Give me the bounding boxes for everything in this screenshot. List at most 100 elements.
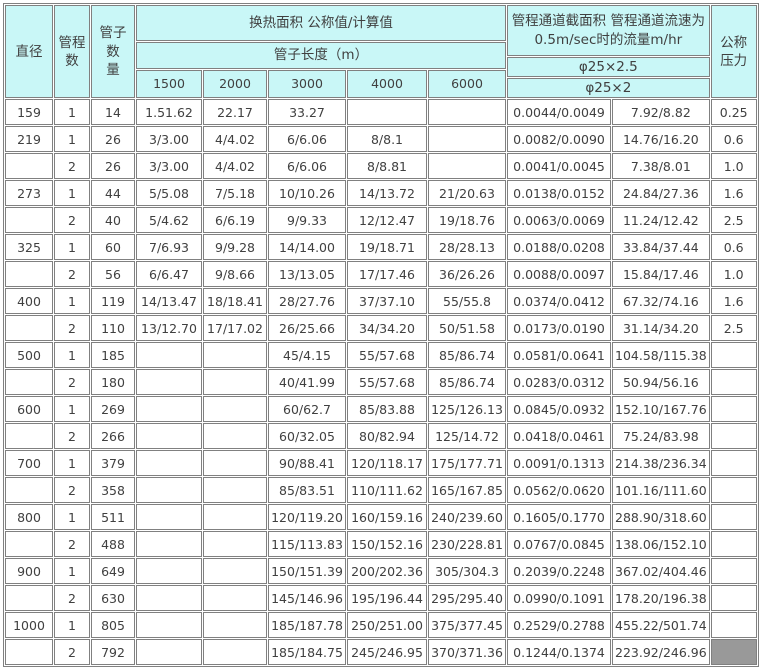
table-cell: 240/239.60 (428, 504, 506, 531)
table-cell: 0.0283/0.0312 (507, 369, 611, 396)
table-cell: 14/13.72 (347, 180, 427, 207)
table-cell (203, 558, 267, 585)
table-cell: 1.0 (710, 261, 757, 288)
table-row: 2 26 3/3.00 4/4.02 6/6.06 8/8.81 0.0041/0.0045… (5, 153, 757, 180)
table-cell: 185/184.75 (268, 639, 346, 666)
table-cell: 14/13.47 (136, 288, 202, 315)
table-cell: 0.2039/0.2248 (507, 558, 611, 585)
table-cell (136, 558, 202, 585)
table-row: 325 1 60 7/6.93 9/9.28 14/14.00 19/18.71 28/28.… (5, 234, 757, 261)
table-cell (710, 450, 757, 477)
table-cell: 0.0418/0.0461 (507, 423, 611, 450)
table-cell: 9/8.66 (203, 261, 267, 288)
table-cell (203, 423, 267, 450)
table-cell: 2 (54, 639, 90, 666)
table-cell: 0.0044/0.0049 (507, 99, 611, 126)
table-cell: 5/5.08 (136, 180, 202, 207)
table-cell: 1000 (5, 612, 53, 639)
header-phi-25x2: φ25×2 (507, 78, 710, 99)
table-cell (710, 369, 757, 396)
table-cell: 3/3.00 (136, 126, 202, 153)
table-cell: 13/13.05 (268, 261, 346, 288)
table-cell: 305/304.3 (428, 558, 506, 585)
table-cell: 9/9.28 (203, 234, 267, 261)
table-cell: 104.58/115.38 (612, 342, 710, 369)
table-cell: 14.76/16.20 (612, 126, 710, 153)
table-row: 500 1 185 45/4.15 55/57.68 85/86.74 0.0581/0.0… (5, 342, 757, 369)
table-cell: 55/55.8 (428, 288, 506, 315)
table-cell: 36/26.26 (428, 261, 506, 288)
table-cell: 125/14.72 (428, 423, 506, 450)
table-cell: 80/82.94 (347, 423, 427, 450)
table-cell (203, 342, 267, 369)
table-cell: 14 (91, 99, 135, 126)
table-row: 900 1 649 150/151.39 200/202.36 305/304.3 0.20… (5, 558, 757, 585)
table-cell: 219 (5, 126, 53, 153)
table-cell: 0.1244/0.1374 (507, 639, 611, 666)
table-cell: 119 (91, 288, 135, 315)
table-cell: 14/14.00 (268, 234, 346, 261)
header-length-3000: 3000 (268, 70, 346, 99)
table-cell: 101.16/111.60 (612, 477, 710, 504)
table-cell: 0.25 (710, 99, 757, 126)
table-cell (710, 585, 757, 612)
table-cell (5, 585, 53, 612)
table-cell: 50.94/56.16 (612, 369, 710, 396)
table-cell (203, 477, 267, 504)
table-cell: 2.5 (710, 207, 757, 234)
table-cell (428, 126, 506, 153)
table-cell: 24.84/27.36 (612, 180, 710, 207)
table-cell: 269 (91, 396, 135, 423)
table-cell: 1 (54, 99, 90, 126)
table-cell (136, 612, 202, 639)
table-cell: 3/3.00 (136, 153, 202, 180)
table-cell: 17/17.02 (203, 315, 267, 342)
table-cell: 165/167.85 (428, 477, 506, 504)
table-cell: 792 (91, 639, 135, 666)
table-cell: 0.0173/0.0190 (507, 315, 611, 342)
table-cell: 90/88.41 (268, 450, 346, 477)
header-nominal-pressure: 公称 压力 (710, 5, 757, 99)
table-cell: 200/202.36 (347, 558, 427, 585)
table-cell (203, 369, 267, 396)
table-cell: 150/152.16 (347, 531, 427, 558)
table-cell: 159 (5, 99, 53, 126)
table-cell: 40/41.99 (268, 369, 346, 396)
table-cell: 110 (91, 315, 135, 342)
table-cell: 1.51.62 (136, 99, 202, 126)
table-cell (203, 396, 267, 423)
table-cell: 367.02/404.46 (612, 558, 710, 585)
header-length-2000: 2000 (203, 70, 267, 99)
table-cell (710, 477, 757, 504)
table-cell: 245/246.95 (347, 639, 427, 666)
table-cell: 15.84/17.46 (612, 261, 710, 288)
table-cell (136, 504, 202, 531)
table-cell: 2 (54, 423, 90, 450)
table-cell: 2 (54, 261, 90, 288)
table-cell (428, 153, 506, 180)
table-row: 273 1 44 5/5.08 7/5.18 10/10.26 14/13.72 21/20.… (5, 180, 757, 207)
table-cell (203, 639, 267, 666)
table-cell: 44 (91, 180, 135, 207)
table-cell: 37/37.10 (347, 288, 427, 315)
table-cell: 28/28.13 (428, 234, 506, 261)
table-cell: 6/6.47 (136, 261, 202, 288)
table-cell: 55/57.68 (347, 369, 427, 396)
table-cell: 145/146.96 (268, 585, 346, 612)
table-cell: 600 (5, 396, 53, 423)
table-cell: 60/32.05 (268, 423, 346, 450)
table-cell: 85/83.51 (268, 477, 346, 504)
table-cell: 1 (54, 342, 90, 369)
table-cell: 33.27 (268, 99, 346, 126)
table-cell: 379 (91, 450, 135, 477)
table-cell (710, 558, 757, 585)
table-cell: 115/113.83 (268, 531, 346, 558)
table-cell: 511 (91, 504, 135, 531)
table-cell: 0.6 (710, 234, 757, 261)
table-header: 直径 管程 数 管子数 量 换热面积 公称值/计算值 管程通道截面积 管程通道流… (5, 5, 757, 99)
table-cell (710, 531, 757, 558)
table-cell: 19/18.76 (428, 207, 506, 234)
table-cell: 0.0562/0.0620 (507, 477, 611, 504)
table-cell: 1 (54, 396, 90, 423)
